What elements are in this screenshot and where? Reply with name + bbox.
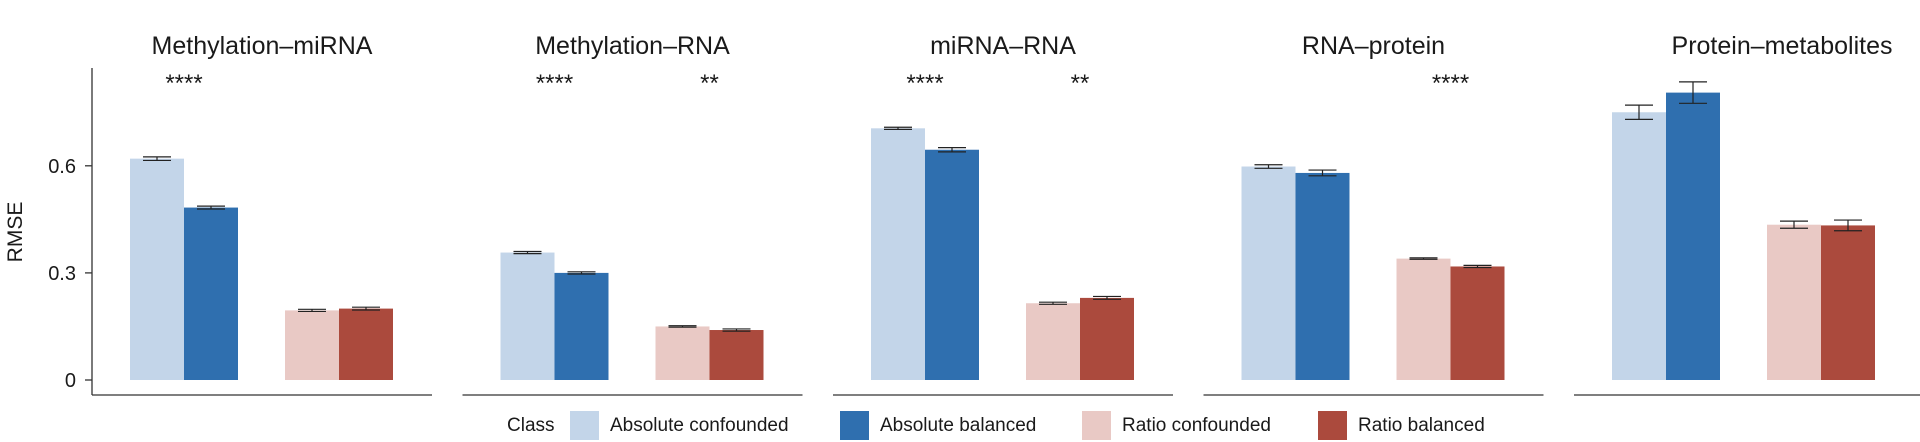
- bar-ratio-confounded: [1026, 303, 1080, 380]
- legend-label: Absolute confounded: [610, 415, 789, 436]
- bar-absolute-balanced: [184, 207, 238, 380]
- legend-swatch: [840, 411, 869, 440]
- bar-ratio-balanced: [1821, 225, 1875, 380]
- y-tick-label: 0.3: [48, 263, 76, 285]
- bar-absolute-confounded: [1241, 166, 1296, 380]
- bar-ratio-confounded: [1396, 258, 1451, 380]
- legend-swatch: [1318, 411, 1347, 440]
- significance-absolute: ****: [165, 70, 202, 97]
- panel-title: Methylation–miRNA: [152, 32, 373, 60]
- y-tick-label: 0.6: [48, 156, 76, 178]
- y-axis-label: RMSE: [4, 202, 27, 263]
- panel-title: miRNA–RNA: [930, 32, 1076, 60]
- bar-ratio-confounded: [1767, 224, 1821, 380]
- significance-absolute: ****: [906, 70, 943, 97]
- y-tick-label: 0: [65, 370, 76, 392]
- bar-absolute-confounded: [1612, 112, 1666, 380]
- legend-label: Ratio confounded: [1122, 415, 1271, 436]
- bar-absolute-balanced: [925, 149, 979, 380]
- bar-absolute-confounded: [500, 252, 555, 380]
- bar-ratio-confounded: [655, 326, 710, 380]
- significance-ratio: **: [700, 70, 719, 97]
- bar-absolute-balanced: [1666, 92, 1720, 381]
- panel-title: Methylation–RNA: [535, 32, 730, 60]
- bar-absolute-confounded: [130, 158, 184, 380]
- bar-ratio-balanced: [1450, 266, 1505, 380]
- significance-ratio: **: [1071, 70, 1090, 97]
- legend: Class Absolute confounded Absolute balan…: [0, 410, 1920, 442]
- bar-absolute-balanced: [554, 272, 609, 380]
- legend-swatch: [570, 411, 599, 440]
- bar-ratio-balanced: [1080, 297, 1134, 380]
- panel-title: Protein–metabolites: [1672, 32, 1893, 60]
- bar-absolute-balanced: [1295, 172, 1350, 380]
- legend-label: Ratio balanced: [1358, 415, 1485, 436]
- significance-absolute: ****: [536, 70, 573, 97]
- legend-swatch: [1082, 411, 1111, 440]
- legend-title: Class: [507, 415, 555, 436]
- bar-ratio-balanced: [339, 308, 393, 380]
- legend-label: Absolute balanced: [880, 415, 1037, 436]
- bar-ratio-confounded: [285, 310, 339, 380]
- significance-ratio: ****: [1432, 70, 1469, 97]
- grouped-bar-chart: 00.30.6RMSEMethylation–miRNA****Methylat…: [4, 32, 1920, 396]
- panel-title: RNA–protein: [1302, 32, 1445, 60]
- bar-absolute-confounded: [871, 128, 925, 380]
- bar-ratio-balanced: [709, 330, 764, 380]
